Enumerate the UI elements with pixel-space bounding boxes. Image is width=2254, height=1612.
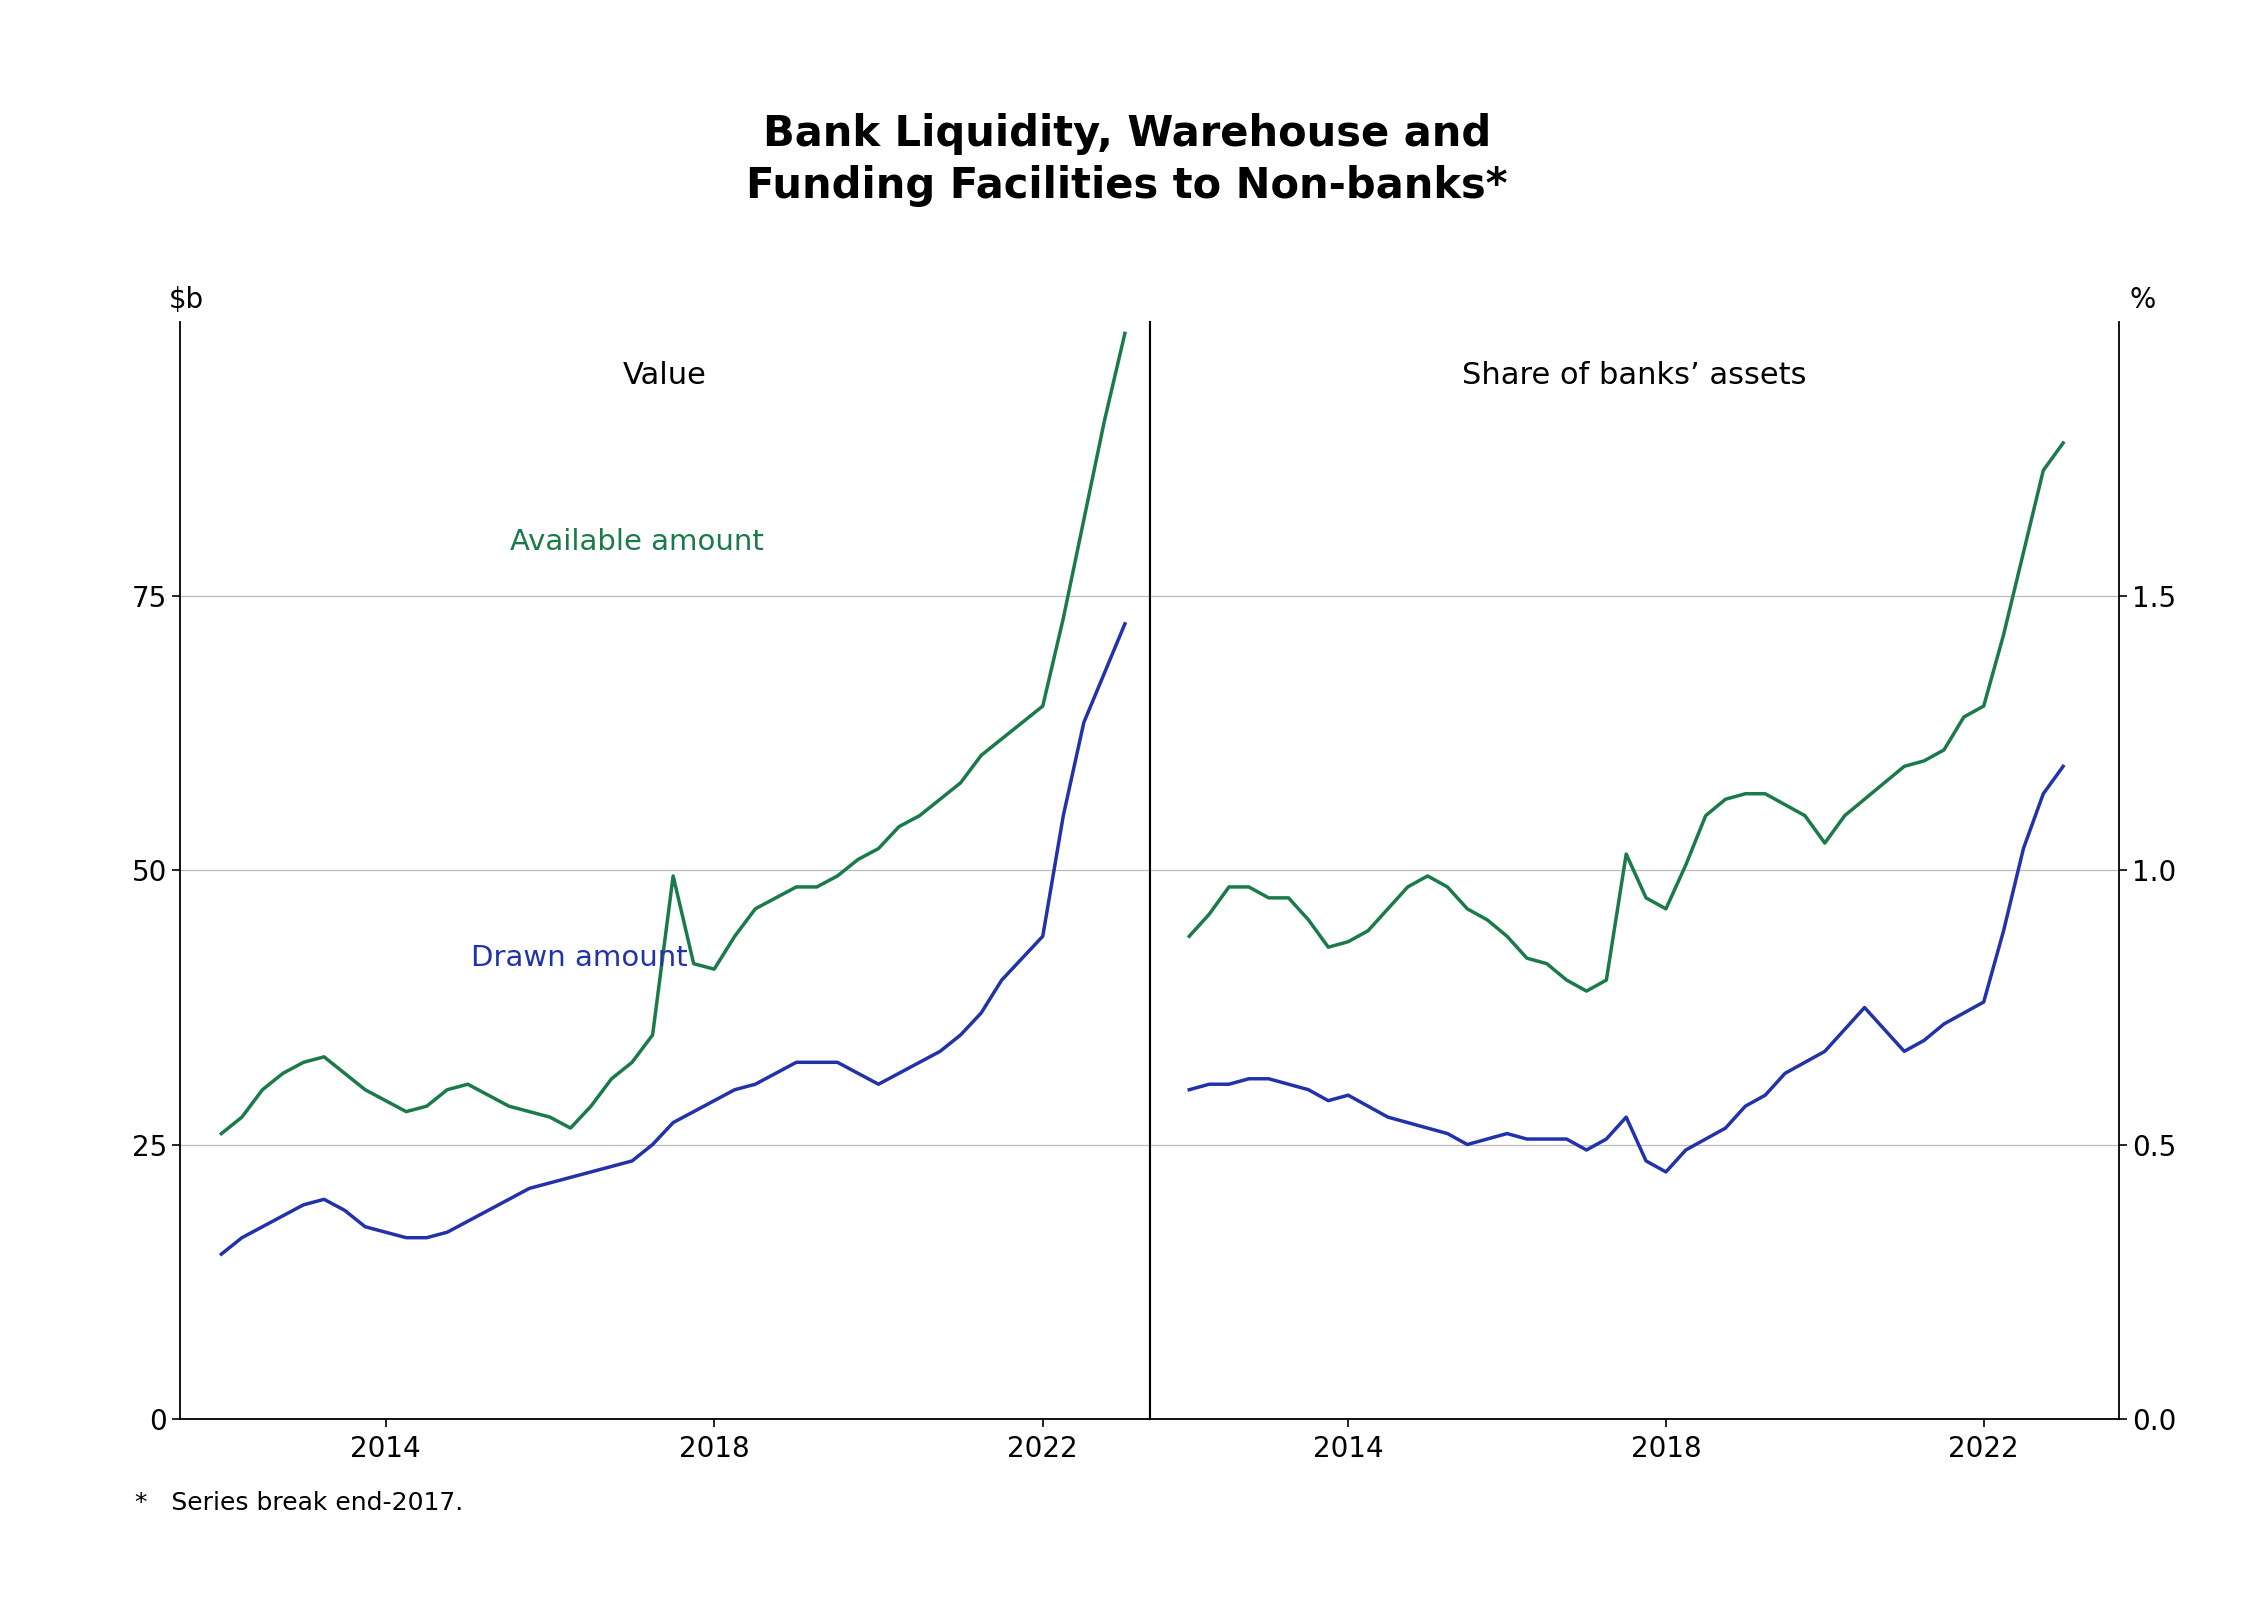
Text: Value: Value [622,361,708,390]
Text: Drawn amount: Drawn amount [471,945,687,972]
Text: $b: $b [169,285,205,314]
Text: %: % [2130,285,2157,314]
Text: Available amount: Available amount [509,527,764,556]
Text: Bank Liquidity, Warehouse and
Funding Facilities to Non-banks*: Bank Liquidity, Warehouse and Funding Fa… [746,113,1508,206]
Text: Share of banks’ assets: Share of banks’ assets [1463,361,1805,390]
Text: *   Series break end-2017.: * Series break end-2017. [135,1491,464,1515]
